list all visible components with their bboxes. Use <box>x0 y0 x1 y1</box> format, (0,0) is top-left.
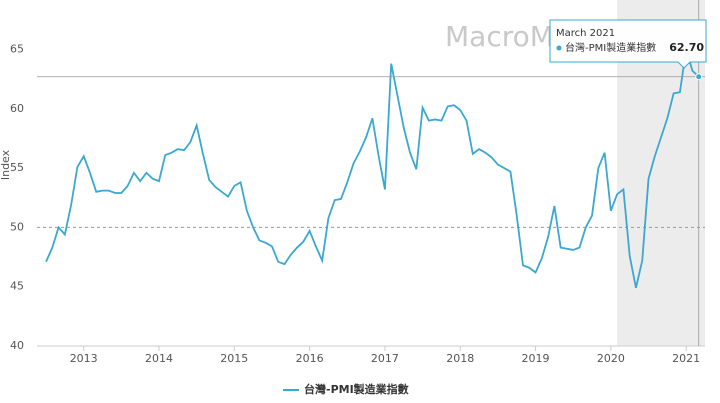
data-line <box>45 49 700 289</box>
x-tick-label: 2016 <box>296 352 324 365</box>
y-tick-label: 60 <box>10 102 24 115</box>
x-tick-label: 2015 <box>220 352 248 365</box>
y-tick-label: 45 <box>10 280 24 293</box>
y-tick-label: 65 <box>10 42 24 55</box>
tooltip-series-name: 台灣-PMI製造業指數 <box>565 41 656 54</box>
y-tick-label: 50 <box>10 220 24 233</box>
y-axis-label: Index <box>0 149 12 180</box>
tooltip-dot <box>556 45 562 51</box>
x-tick-label: 2014 <box>145 352 173 365</box>
x-tick-label: 2020 <box>597 352 625 365</box>
x-tick-label: 2021 <box>672 352 700 365</box>
tooltip-title: March 2021 <box>556 28 615 39</box>
x-tick-label: 2017 <box>371 352 399 365</box>
hover-point <box>695 73 703 81</box>
x-tick-label: 2018 <box>446 352 474 365</box>
tooltip-value: 62.70 <box>669 41 704 54</box>
tooltip: March 2021 台灣-PMI製造業指數 62.70 <box>549 19 707 69</box>
y-tick-label: 55 <box>10 161 24 174</box>
tooltip-box <box>549 19 707 69</box>
y-tick-label: 40 <box>10 339 24 352</box>
tooltip-series: 台灣-PMI製造業指數 <box>565 41 656 54</box>
x-tick-label: 2019 <box>522 352 550 365</box>
legend-label: 台灣-PMI製造業指數 <box>304 382 409 396</box>
x-tick-label: 2013 <box>70 352 98 365</box>
